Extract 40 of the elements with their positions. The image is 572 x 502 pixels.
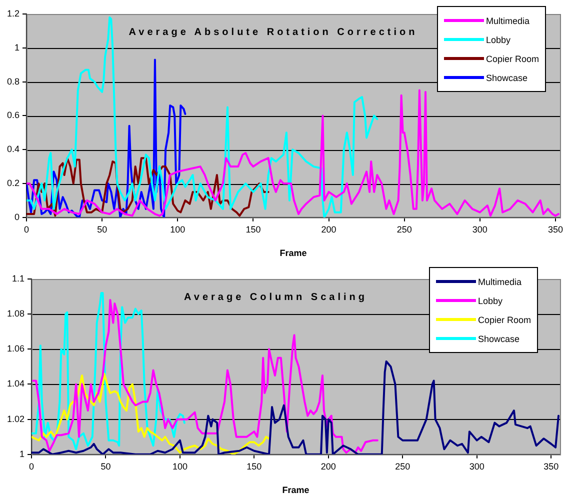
y-tick-label: 1.04 <box>6 378 25 389</box>
y-tick-label: 1.2 <box>6 8 20 18</box>
y-tick-label: 1 <box>20 448 25 459</box>
x-tick-label: 50 <box>97 224 108 234</box>
x-tick-label: 300 <box>472 224 488 234</box>
text: Average Column Scaling <box>184 292 368 303</box>
y-tick-label: 0.8 <box>6 76 20 86</box>
x-tick-label: 250 <box>396 224 412 234</box>
legend-label: Showcase <box>486 72 528 82</box>
x-tick-label: 250 <box>395 461 410 472</box>
x-tick-label: 100 <box>170 224 186 234</box>
y-tick-label: 0.6 <box>6 110 20 120</box>
x-tick-label: 300 <box>469 461 484 472</box>
x-tick-label: 50 <box>100 461 111 472</box>
y-tick-label: 1.02 <box>6 414 25 424</box>
text: Average Absolute Rotation Correction <box>128 26 418 38</box>
x-tick-label: 100 <box>172 461 188 472</box>
legend-label: Multimedia <box>486 16 530 26</box>
y-tick-label: 1.06 <box>6 344 25 354</box>
x-tick-label: 200 <box>321 224 336 234</box>
x-tick-label: 0 <box>29 461 34 472</box>
x-tick-label: 200 <box>320 461 336 472</box>
y-tick-label: 1.08 <box>6 308 25 319</box>
x-tick-label: 150 <box>246 224 261 234</box>
x-axis-title: Frame <box>280 248 307 258</box>
legend-label: Copier Room <box>478 314 531 324</box>
x-axis-title: Frame <box>282 485 310 496</box>
legend-label: Lobby <box>478 296 502 306</box>
x-tick-label: 350 <box>544 461 559 472</box>
legend-label: Copier Room <box>486 54 539 64</box>
x-tick-label: 350 <box>548 224 563 234</box>
x-tick-label: 150 <box>246 461 262 472</box>
legend-label: Multimedia <box>478 276 522 286</box>
legend-label: Showcase <box>478 334 520 344</box>
y-tick-label: 0.2 <box>6 178 20 188</box>
legend-label: Lobby <box>486 34 510 44</box>
y-tick-label: 0 <box>14 212 20 222</box>
y-tick-label: 1 <box>14 42 20 52</box>
y-tick-label: 0.4 <box>6 144 20 154</box>
y-tick-label: 1.1 <box>12 273 25 284</box>
